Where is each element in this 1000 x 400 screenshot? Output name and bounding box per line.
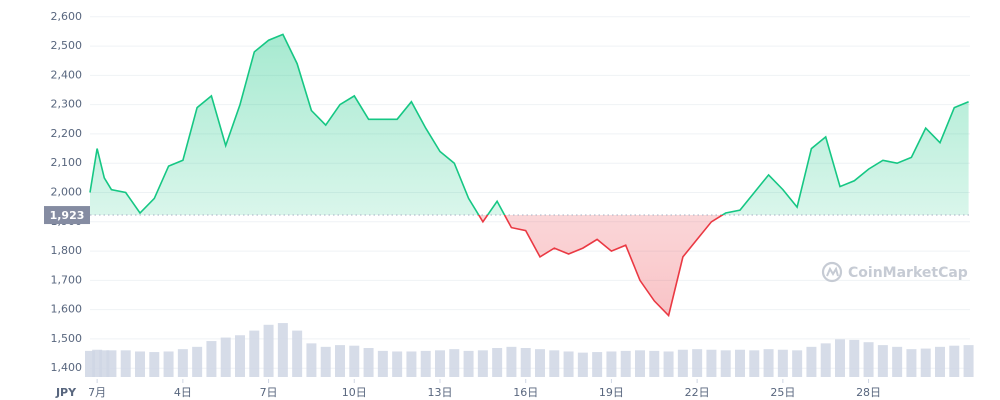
y-tick-label: 2,000 bbox=[51, 186, 83, 199]
volume-bar bbox=[592, 352, 603, 377]
volume-bar bbox=[920, 348, 931, 377]
volume-bar bbox=[820, 343, 831, 377]
price-line-below bbox=[477, 215, 724, 318]
volume-bar bbox=[577, 352, 588, 377]
volume-bar bbox=[563, 351, 574, 377]
y-tick-label: 2,100 bbox=[51, 156, 83, 169]
volume-bar bbox=[85, 350, 95, 377]
volume-bar bbox=[835, 339, 845, 377]
volume-bar bbox=[463, 350, 474, 377]
y-tick-label: 2,300 bbox=[51, 98, 83, 111]
x-tick-label: 13日 bbox=[428, 386, 453, 399]
volume-bar bbox=[163, 351, 174, 377]
x-tick-label: 7日 bbox=[260, 386, 278, 399]
y-tick-label: 2,600 bbox=[51, 10, 83, 23]
volume-bar bbox=[549, 350, 560, 377]
volume-bar bbox=[92, 349, 103, 377]
volume-bar bbox=[177, 349, 188, 377]
volume-bar bbox=[892, 346, 903, 377]
y-tick-label: 1,400 bbox=[51, 361, 83, 374]
watermark: CoinMarketCap bbox=[821, 261, 968, 283]
volume-bar bbox=[720, 350, 731, 377]
volume-bar bbox=[935, 346, 945, 377]
volume-bar bbox=[249, 330, 260, 377]
volume-bar bbox=[635, 350, 645, 377]
volume-bar bbox=[792, 350, 803, 377]
y-tick-label: 1,700 bbox=[51, 273, 83, 286]
volume-bar bbox=[777, 349, 788, 377]
baseline-label-box bbox=[44, 206, 90, 225]
x-tick-label: 19日 bbox=[599, 386, 624, 399]
x-tick-label: 4日 bbox=[174, 386, 192, 399]
area-below bbox=[478, 215, 723, 316]
volume-bar bbox=[763, 349, 774, 377]
volume-bar bbox=[106, 350, 117, 377]
volume-bar bbox=[206, 341, 217, 377]
volume-bar bbox=[449, 349, 460, 377]
volume-bar bbox=[606, 351, 617, 377]
volume-bar bbox=[706, 349, 717, 377]
y-tick-label: 1,800 bbox=[51, 244, 83, 257]
volume-bar bbox=[306, 343, 317, 377]
y-tick-label: 2,400 bbox=[51, 68, 83, 81]
volume-bar bbox=[692, 349, 703, 377]
x-tick-label: 7月 bbox=[88, 386, 106, 399]
baseline-label: 1,923 bbox=[50, 209, 85, 222]
y-tick-label: 2,200 bbox=[51, 127, 83, 140]
volume-bar bbox=[435, 350, 445, 377]
volume-bar bbox=[477, 350, 488, 377]
volume-bar bbox=[420, 350, 431, 377]
volume-bar bbox=[99, 350, 110, 377]
volume-bar bbox=[749, 350, 760, 377]
volume-bar bbox=[535, 349, 545, 377]
volume-bar bbox=[192, 346, 203, 377]
volume-bar bbox=[277, 323, 288, 377]
volume-bar bbox=[506, 346, 517, 377]
volume-bar bbox=[220, 337, 231, 377]
volume-bar bbox=[520, 348, 531, 377]
volume-bar bbox=[377, 350, 388, 377]
volume-bar bbox=[949, 345, 960, 377]
volume-bar bbox=[735, 349, 745, 377]
volume-bar bbox=[677, 349, 688, 377]
volume-bar bbox=[263, 324, 274, 377]
volume-bar bbox=[663, 351, 674, 377]
volume-bar bbox=[906, 349, 917, 377]
watermark-text: CoinMarketCap bbox=[848, 265, 968, 281]
volume-bar bbox=[363, 348, 374, 377]
x-tick-label: 22日 bbox=[685, 386, 710, 399]
volume-bar bbox=[406, 351, 417, 377]
volume-bar bbox=[120, 350, 131, 377]
price-line-above bbox=[89, 33, 969, 216]
volume-bar bbox=[349, 345, 360, 377]
y-tick-label: 2,500 bbox=[51, 39, 83, 52]
volume-bar bbox=[492, 348, 503, 377]
volume-bar bbox=[235, 335, 245, 377]
volume-bar bbox=[620, 350, 631, 377]
volume-bar bbox=[963, 345, 974, 377]
volume-bar bbox=[649, 350, 660, 377]
volume-bar bbox=[877, 345, 888, 377]
x-tick-label: 10日 bbox=[342, 386, 367, 399]
volume-bar bbox=[320, 346, 331, 377]
x-tick-label: 28日 bbox=[856, 386, 881, 399]
volume-bar bbox=[335, 345, 345, 377]
volume-bar bbox=[392, 351, 403, 377]
area-above bbox=[90, 34, 969, 216]
volume-bar bbox=[149, 352, 160, 377]
volume-bar bbox=[849, 339, 860, 377]
y-tick-label: 1,500 bbox=[51, 332, 83, 345]
x-tick-label: 25日 bbox=[770, 386, 795, 399]
volume-bar bbox=[806, 346, 817, 377]
x-tick-label: 16日 bbox=[513, 386, 538, 399]
volume-bar bbox=[135, 351, 145, 377]
y-tick-label: 1,600 bbox=[51, 303, 83, 316]
volume-bar bbox=[292, 330, 303, 377]
currency-label: JPY bbox=[55, 386, 77, 399]
volume-bar bbox=[863, 342, 874, 377]
